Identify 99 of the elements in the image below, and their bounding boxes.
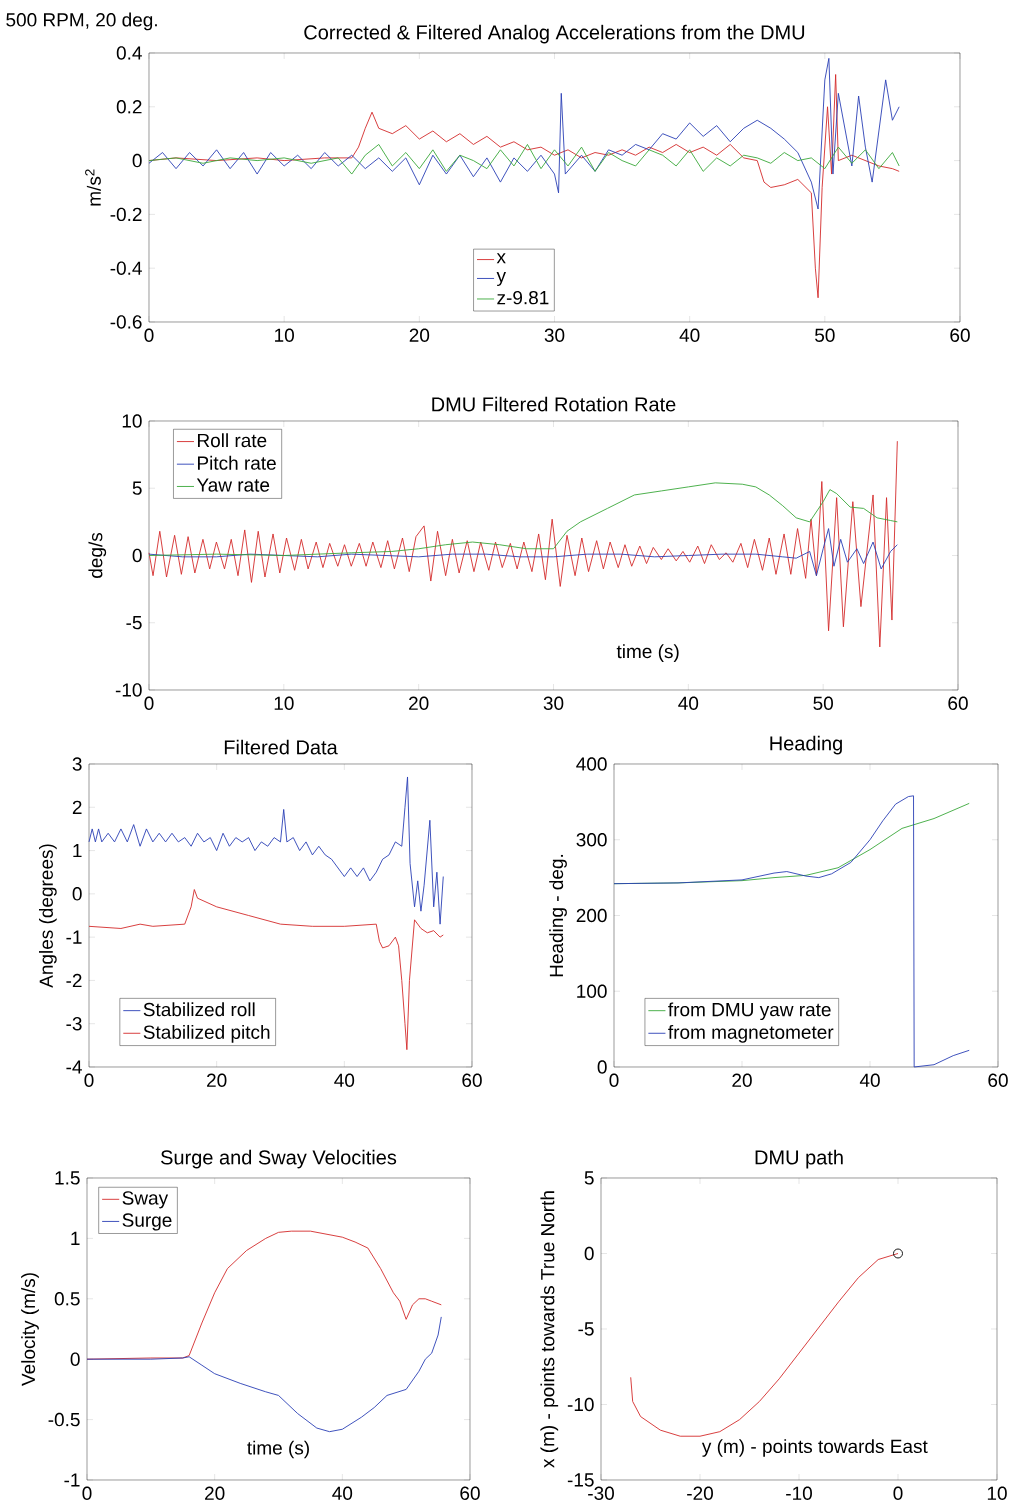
x-tick-label: 10 <box>274 696 294 710</box>
y-tick-label: -0.4 <box>110 261 142 275</box>
chart-title: Heading <box>770 735 842 755</box>
line-series <box>613 795 970 1068</box>
legend-label: Pitch rate <box>197 455 276 470</box>
x-tick-label: 20 <box>732 1073 752 1087</box>
x-tick-label: 0 <box>144 696 154 710</box>
x-tick-label: 50 <box>815 328 835 342</box>
x-tick-label: -10 <box>786 1486 812 1500</box>
y-tick-label: 0.4 <box>116 46 142 60</box>
y-tick-label: 400 <box>576 757 607 771</box>
y-tick-label: 0 <box>72 887 82 901</box>
y-tick-label: 5 <box>584 1171 594 1185</box>
chart-title: DMU path <box>755 1149 843 1169</box>
x-tick-label: 40 <box>679 328 700 342</box>
x-tick-label: 60 <box>460 1486 480 1500</box>
x-tick-label: 20 <box>409 696 429 710</box>
y-tick-label: -10 <box>567 1397 594 1412</box>
y-tick-label: -4 <box>66 1060 82 1074</box>
y-tick-label: 3 <box>72 757 82 771</box>
chart-title: Corrected & Filtered Analog Accelerations from the DMU <box>304 24 805 44</box>
y-tick-label: -0.5 <box>48 1412 80 1427</box>
y-tick-label: 0 <box>584 1246 594 1261</box>
x-tick-label: 10 <box>987 1486 1007 1500</box>
line-series <box>86 1316 442 1433</box>
y-axis-title: Heading - deg. <box>549 854 567 977</box>
y-axis-title: x (m) - points towards True North <box>540 1191 559 1468</box>
x-tick-label: 0 <box>893 1486 903 1500</box>
x-tick-label: 60 <box>950 328 970 342</box>
legend-label: z-9.81 <box>497 290 549 305</box>
x-tick-label: 40 <box>678 696 699 710</box>
y-tick-label: -2 <box>66 973 82 988</box>
chart-title: Surge and Sway Velocities <box>161 1149 397 1169</box>
x-tick-label: 10 <box>275 328 294 342</box>
chart-title: DMU Filtered Rotation Rate <box>432 396 676 412</box>
legend-label: Surge <box>122 1213 172 1231</box>
y-tick-label: 0 <box>597 1060 607 1074</box>
y-axis-title: Velocity (m/s) <box>21 1273 39 1386</box>
y-tick-label: 10 <box>122 414 142 428</box>
y-tick-label: 1.5 <box>55 1171 80 1185</box>
y-tick-label: 0 <box>132 153 142 168</box>
y-tick-label: -10 <box>115 683 142 697</box>
legend-label: Sway <box>122 1191 169 1209</box>
line-series <box>148 143 900 175</box>
y-tick-label: 5 <box>132 481 142 495</box>
x-tick-label: 50 <box>813 696 833 710</box>
y-tick-label: -15 <box>567 1473 594 1487</box>
legend-label: Roll rate <box>197 433 267 448</box>
y-tick-label: 0.5 <box>54 1292 80 1306</box>
y-tick-label: -1 <box>66 930 82 944</box>
x-tick-label: 20 <box>207 1073 227 1087</box>
x-tick-label: 30 <box>544 328 565 342</box>
legend-label: Stabilized roll <box>143 1002 255 1017</box>
legend-label: from magnetometer <box>668 1024 834 1043</box>
x-tick-label: -20 <box>687 1486 713 1500</box>
x-tick-label: 40 <box>332 1486 353 1500</box>
y-tick-label: 0 <box>132 548 142 563</box>
legend-label: Yaw rate <box>196 478 270 492</box>
line-series <box>88 889 444 1051</box>
x-tick-label: 60 <box>988 1073 1008 1087</box>
y-axis-title: m/s$^{2}$ <box>85 169 101 206</box>
legend-label: y <box>496 272 506 286</box>
y-axis-title: Angles (degrees) <box>38 844 57 988</box>
y-tick-label: -1 <box>64 1473 80 1487</box>
x-tick-label: 0 <box>144 328 154 342</box>
x-tick-label: 40 <box>859 1073 880 1087</box>
x-tick-label: 60 <box>948 696 968 710</box>
x-tick-label: 0 <box>82 1486 92 1500</box>
y-tick-label: 1 <box>71 1231 80 1245</box>
y-tick-label: 100 <box>577 984 607 998</box>
legend-label: Stabilized pitch <box>143 1024 270 1043</box>
y-tick-label: 300 <box>576 833 607 847</box>
y-tick-label: -0.2 <box>110 207 142 222</box>
y-tick-label: -0.6 <box>110 315 142 329</box>
x-tick-label: 20 <box>205 1486 225 1500</box>
y-axis-title: deg/s <box>88 532 107 578</box>
y-tick-label: 0.2 <box>116 100 142 114</box>
text: 500 RPM, 20 deg. <box>6 12 157 31</box>
y-tick-label: -5 <box>578 1322 594 1336</box>
y-tick-label: 200 <box>576 908 607 923</box>
line-series <box>148 57 900 210</box>
x-tick-label: 60 <box>462 1073 482 1087</box>
y-tick-label: -5 <box>126 616 142 630</box>
y-tick-label: 1 <box>73 844 82 858</box>
x-tick-label: 40 <box>334 1073 355 1087</box>
x-axis-title: time (s) <box>247 1440 309 1459</box>
x-tick-label: 30 <box>543 696 564 710</box>
legend-label: x <box>496 253 506 264</box>
legend-label: from DMU yaw rate <box>668 1002 831 1021</box>
x-tick-label: 20 <box>409 328 430 342</box>
x-axis-title: y (m) - points towards East <box>701 1439 928 1457</box>
x-tick-label: 0 <box>609 1073 619 1087</box>
x-tick-label: 0 <box>84 1073 94 1087</box>
y-tick-label: 0 <box>70 1352 80 1366</box>
x-axis-title: time (s) <box>616 644 679 662</box>
y-tick-label: -3 <box>66 1016 82 1031</box>
x-tick-label: -30 <box>588 1486 614 1500</box>
y-tick-label: 2 <box>72 800 82 814</box>
chart-title: Filtered Data <box>224 739 338 755</box>
